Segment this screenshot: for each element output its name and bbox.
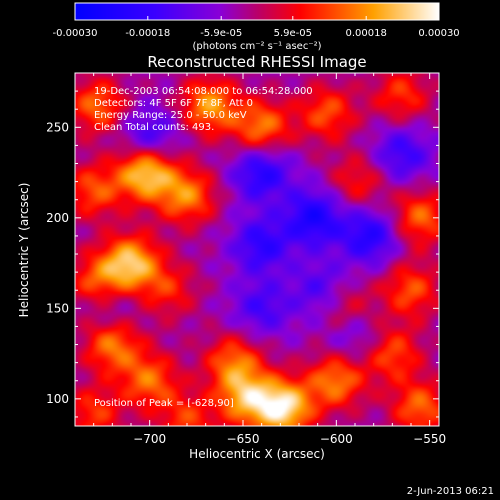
chart-title: Reconstructed RHESSI Image [147, 53, 366, 71]
y-tick-label: 150 [46, 301, 69, 315]
colorbar [74, 2, 440, 21]
colorbar-tick-label: -0.00030 [53, 28, 98, 39]
colorbar-tick-label: 5.9e-05 [274, 28, 312, 39]
colorbar-tick-label: 0.00030 [418, 28, 459, 39]
colorbar-unit-label: (photons cm⁻² s⁻¹ asec⁻²) [192, 41, 321, 52]
colorbar-tick-label: -0.00018 [125, 28, 170, 39]
x-tick-label: −550 [413, 432, 446, 446]
colorbar-tick-label: 0.00018 [346, 28, 387, 39]
annotation-peak: Position of Peak = [-628,90] [94, 398, 234, 409]
y-tick-label: 200 [46, 211, 69, 225]
annotation-energy: Energy Range: 25.0 - 50.0 keV [94, 110, 247, 121]
x-tick-label: −700 [133, 432, 166, 446]
x-axis-label: Heliocentric X (arcsec) [189, 447, 325, 461]
colorbar-tick-label: -5.9e-05 [200, 28, 242, 39]
x-tick-label: −650 [227, 432, 260, 446]
y-tick-label: 250 [46, 120, 69, 134]
annotation-time: 19-Dec-2003 06:54:08.000 to 06:54:28.000 [94, 86, 313, 97]
annotation-counts: Clean Total counts: 493. [94, 122, 215, 133]
y-tick-label: 100 [46, 392, 69, 406]
footer-date: 2-Jun-2013 06:21 [407, 486, 494, 497]
y-axis-label: Heliocentric Y (arcsec) [17, 183, 31, 318]
x-tick-label: −600 [320, 432, 353, 446]
colorbar-ticks: -0.00030 -0.00018 -5.9e-05 5.9e-05 0.00018 0.… [53, 16, 460, 39]
annotation-detectors: Detectors: 4F 5F 6F 7F 8F, Att 0 [94, 98, 254, 109]
x-axis-ticks: −700 −650 −600 −550 [74, 73, 446, 446]
plot-frame [74, 72, 440, 427]
heatmap-image [75, 73, 439, 426]
y-axis-ticks: 100 150 200 250 [46, 72, 439, 418]
